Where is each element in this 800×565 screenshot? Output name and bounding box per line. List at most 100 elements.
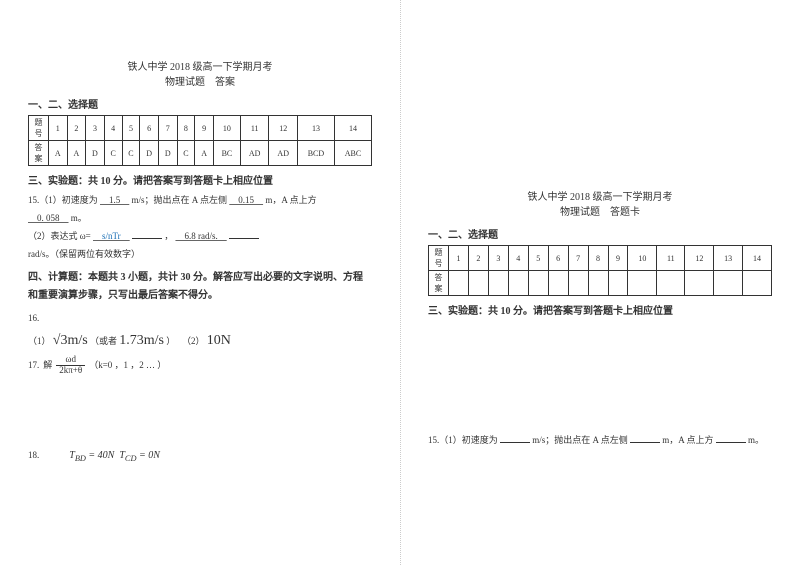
grid-ans-cell[interactable] (548, 271, 568, 296)
q16-part1-or: （或者 (90, 336, 117, 346)
q17-pre: 解 (43, 356, 52, 374)
grid-num-cell: 8 (588, 246, 608, 271)
q15-text: rad/s。（保留两位有效数字） (28, 249, 140, 259)
q16-part1-alt: 1.73m/s (119, 333, 164, 348)
grid-ans-cell[interactable] (657, 271, 685, 296)
right-heading-2: 物理试题 答题卡 (428, 205, 772, 220)
grid-num-cell: 2 (468, 246, 488, 271)
left-title-block: 铁人中学 2018 级高一下学期月考 物理试题 答案 (28, 60, 372, 90)
section-calc-heading: 四、计算题：本题共 3 小题，共计 30 分。解答应写出必要的文字说明、方程和重… (28, 269, 372, 305)
grid-ans-cell[interactable] (468, 271, 488, 296)
grid-num-cell: 8 (177, 116, 195, 141)
q17-label: 17. (28, 356, 39, 374)
q15-v0: 1.5 (100, 195, 129, 205)
right-grid-answer-row: 答案 (429, 271, 772, 296)
q15-text: 15.（1）初速度为 (428, 435, 498, 445)
right-heading-1: 铁人中学 2018 级高一下学期月考 (428, 190, 772, 205)
grid-num-cell: 1 (449, 246, 469, 271)
grid-num-cell: 7 (568, 246, 588, 271)
grid-num-cell: 13 (297, 116, 334, 141)
grid-num-cell: 2 (67, 116, 86, 141)
answer-grid-answer-row: 答案 A A D C C D D C A BC AD AD BCD ABC (29, 141, 372, 166)
q15-text: 15.（1）初速度为 (28, 195, 98, 205)
section-experiment-heading: 三、实验题：共 10 分。请把答案写到答题卡上相应位置 (28, 172, 372, 187)
right-page: 铁人中学 2018 级高一下学期月考 物理试题 答题卡 一、二、选择题 题号 1… (400, 0, 800, 565)
q15-text: m。 (748, 435, 764, 445)
q15-text: ， (164, 231, 173, 241)
grid-ans-cell: BC (213, 141, 240, 166)
grid-num-cell: 14 (743, 246, 772, 271)
grid-ans-cell[interactable] (528, 271, 548, 296)
grid-num-cell: 10 (628, 246, 657, 271)
right-title-block: 铁人中学 2018 级高一下学期月考 物理试题 答题卡 (428, 190, 772, 220)
grid-num-cell: 14 (334, 116, 371, 141)
grid-ans-cell[interactable] (608, 271, 628, 296)
grid-ans-cell: AD (240, 141, 269, 166)
grid-num-cell: 12 (269, 116, 298, 141)
right-q15-line: 15.（1）初速度为 m/s；抛出点在 A 点左侧 m，A 点上方 m。 (428, 431, 772, 449)
grid-label-num: 题号 (29, 116, 49, 141)
grid-num-cell: 11 (657, 246, 685, 271)
grid-num-cell: 11 (240, 116, 269, 141)
grid-ans-cell: D (140, 141, 159, 166)
q15-line-3: （2）表达式 ω= s/nTr ， 6.8 rad/s. rad/s。（保留两位… (28, 227, 372, 263)
q16-part1-close: ） (166, 336, 175, 346)
q17-den: 2kπ+θ (56, 366, 85, 376)
grid-num-cell: 4 (508, 246, 528, 271)
grid-num-cell: 3 (488, 246, 508, 271)
grid-ans-cell: D (158, 141, 177, 166)
grid-num-cell: 4 (104, 116, 122, 141)
grid-num-cell: 6 (140, 116, 159, 141)
q15-text: m/s；抛出点在 A 点左侧 (532, 435, 628, 445)
q18-line: 18. TBD = 40N TCD = 0N (28, 446, 372, 468)
grid-ans-cell: A (195, 141, 214, 166)
q15-text: m。 (71, 213, 87, 223)
grid-ans-cell[interactable] (628, 271, 657, 296)
grid-num-cell: 5 (528, 246, 548, 271)
q16-answers: （1） √3m/s （或者 1.73m/s ） （2） 10N (28, 327, 372, 355)
right-section-choice-heading: 一、二、选择题 (428, 226, 772, 241)
grid-num-cell: 9 (195, 116, 214, 141)
grid-ans-cell: C (122, 141, 140, 166)
grid-ans-cell[interactable] (714, 271, 743, 296)
grid-num-cell: 5 (122, 116, 140, 141)
q15-text: m，A 点上方 (662, 435, 713, 445)
q15-text: m/s；抛出点在 A 点左侧 (132, 195, 228, 205)
q15-line-2: 0. 058 m。 (28, 209, 372, 227)
grid-ans-cell: A (49, 141, 68, 166)
grid-ans-cell: ABC (334, 141, 371, 166)
grid-ans-cell: A (67, 141, 86, 166)
grid-num-cell: 6 (548, 246, 568, 271)
grid-num-cell: 1 (49, 116, 68, 141)
q17-fraction: ωd 2kπ+θ (56, 355, 85, 376)
q15-text: （2）表达式 ω= (28, 231, 91, 241)
q15-val: 6.8 rad/s. (175, 231, 226, 241)
q18-label: 18. (28, 446, 39, 464)
grid-ans-cell[interactable] (568, 271, 588, 296)
blank-input[interactable] (500, 433, 530, 443)
q16-part2-pre: （2） (177, 336, 204, 346)
blank (132, 229, 162, 239)
grid-ans-cell: C (177, 141, 195, 166)
grid-ans-cell: C (104, 141, 122, 166)
grid-ans-cell[interactable] (508, 271, 528, 296)
grid-ans-cell[interactable] (685, 271, 714, 296)
right-grid-label-num: 题号 (429, 246, 449, 271)
blank-input[interactable] (716, 433, 746, 443)
grid-num-cell: 7 (158, 116, 177, 141)
q16-part2-val: 10N (207, 333, 231, 348)
grid-ans-cell[interactable] (488, 271, 508, 296)
left-heading-2: 物理试题 答案 (28, 75, 372, 90)
q17-line: 17. 解 ωd 2kπ+θ （k=0 ，1 ，2 … ） (28, 355, 372, 376)
answer-grid: 题号 1 2 3 4 5 6 7 8 9 10 11 12 13 14 答案 A… (28, 115, 372, 166)
right-answer-grid: 题号 1 2 3 4 5 6 7 8 9 10 11 12 13 14 答案 (428, 245, 772, 296)
grid-num-cell: 13 (714, 246, 743, 271)
grid-ans-cell[interactable] (743, 271, 772, 296)
right-grid-header-row: 题号 1 2 3 4 5 6 7 8 9 10 11 12 13 14 (429, 246, 772, 271)
blank-input[interactable] (630, 433, 660, 443)
grid-ans-cell[interactable] (588, 271, 608, 296)
grid-ans-cell[interactable] (449, 271, 469, 296)
q16-label: 16. (28, 309, 372, 327)
q15-expr: s/nTr (93, 231, 130, 241)
grid-label-ans: 答案 (29, 141, 49, 166)
